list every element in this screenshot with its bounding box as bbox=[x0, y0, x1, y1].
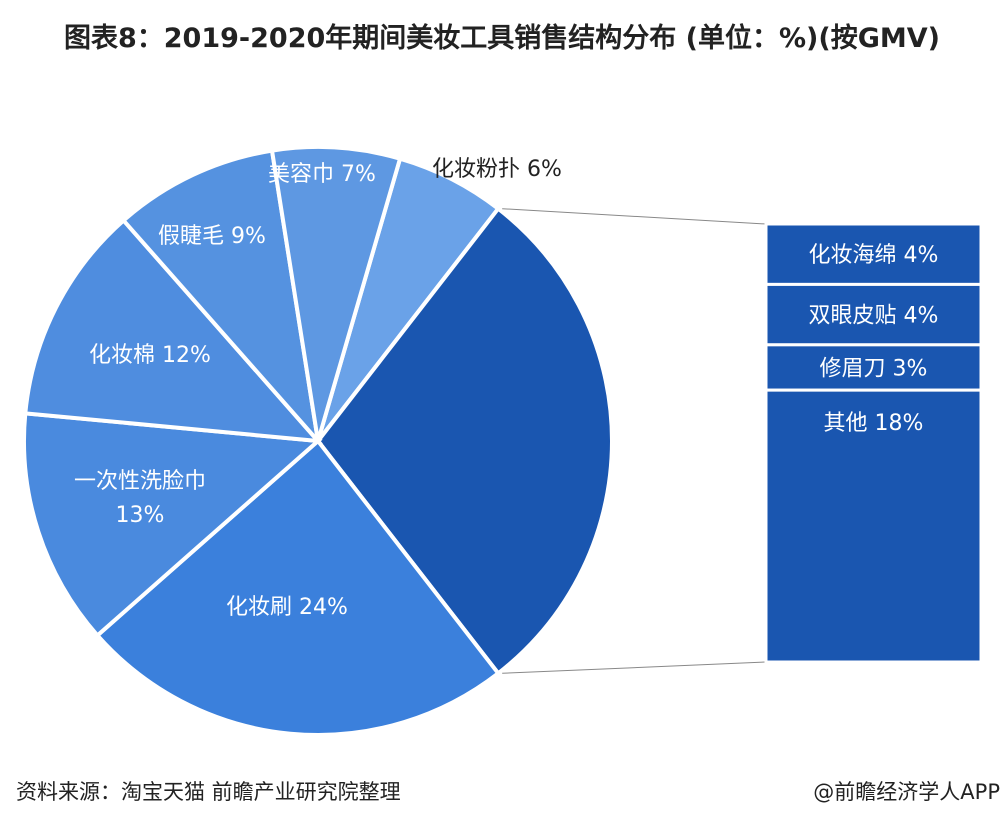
slice-label: 假睫毛 9% bbox=[158, 224, 266, 249]
slice-label: 一次性洗脸巾 bbox=[74, 469, 206, 494]
slice-label: 13% bbox=[116, 503, 165, 528]
connector-line-top bbox=[502, 208, 767, 225]
pie-slice-3 bbox=[22, 411, 323, 639]
bar-segment-0 bbox=[764, 222, 983, 286]
slice-label: 化妆刷 24% bbox=[226, 595, 348, 620]
bar-segment-label: 化妆海绵 4% bbox=[809, 243, 939, 268]
connector-line-bottom bbox=[502, 661, 767, 674]
pie-slice-6 bbox=[269, 145, 403, 442]
slice-label: 美容巾 7% bbox=[268, 162, 376, 187]
bar-segment-1 bbox=[764, 282, 983, 347]
bar-segment-label: 其他 18% bbox=[824, 411, 924, 436]
pie-slice-5 bbox=[120, 148, 322, 448]
bar-segment-3 bbox=[764, 388, 983, 664]
credit-note: @前瞻经济学人APP bbox=[813, 780, 1000, 804]
bar-segment-label: 双眼皮贴 4% bbox=[809, 304, 939, 329]
source-note: 资料来源：淘宝天猫 前瞻产业研究院整理 bbox=[16, 780, 401, 804]
slice-label: 化妆粉扑 6% bbox=[432, 157, 562, 182]
pie-slice-4 bbox=[23, 217, 323, 444]
slice-label: 化妆棉 12% bbox=[89, 343, 211, 368]
pie-slice-1 bbox=[315, 205, 615, 677]
bar-segment-label: 修眉刀 3% bbox=[820, 356, 928, 381]
chart-title: 图表8：2019-2020年期间美妆工具销售结构分布 (单位：%)(按GMV) bbox=[63, 23, 941, 54]
pie-slice-2 bbox=[94, 438, 502, 737]
bar-segment-2 bbox=[764, 343, 983, 392]
